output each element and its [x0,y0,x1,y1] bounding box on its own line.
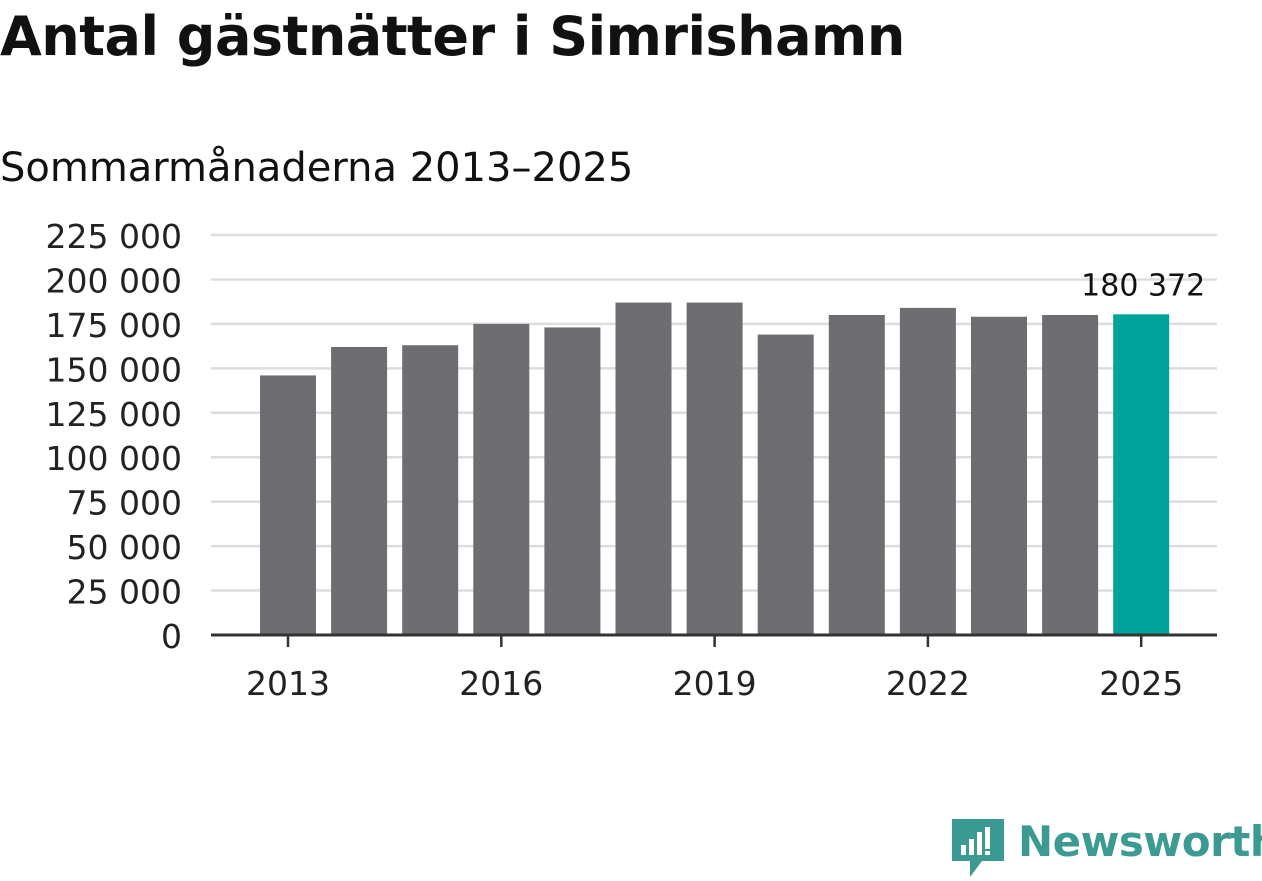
x-tick-label: 2022 [886,664,970,703]
y-tick-label: 150 000 [46,350,182,389]
bar [757,334,814,635]
chart-title: Antal gästnätter i Simrishamn [0,5,905,68]
y-tick-label: 0 [161,617,182,656]
y-tick-label: 175 000 [46,306,182,345]
chart-subtitle: Sommarmånaderna 2013–2025 [0,145,634,191]
bar [331,347,388,635]
y-tick-label: 25 000 [67,573,182,612]
bar [899,307,956,635]
x-tick-label: 2016 [459,664,543,703]
newsworthy-logo: Newsworthy [948,815,1262,881]
bar-highlight [1113,314,1170,635]
bar [686,302,743,635]
bar [828,315,885,635]
y-tick-label: 125 000 [46,395,182,434]
bar [1042,315,1099,635]
x-tick-label: 2013 [246,664,330,703]
bar-chart-logo-icon [952,819,1004,877]
x-tick-label: 2019 [673,664,757,703]
bar [971,316,1027,635]
bar [402,345,459,635]
bar [260,375,316,635]
bar [473,323,530,635]
brand-name: Newsworthy [1018,817,1262,866]
y-tick-label: 225 000 [46,217,182,256]
x-tick-label: 2025 [1099,664,1183,703]
bar [615,302,672,635]
y-tick-label: 50 000 [67,528,182,567]
bar [544,327,601,635]
data-label: 180 372 [1081,268,1205,303]
y-tick-label: 200 000 [46,261,182,300]
y-tick-label: 100 000 [46,439,182,478]
y-tick-label: 75 000 [67,484,182,523]
